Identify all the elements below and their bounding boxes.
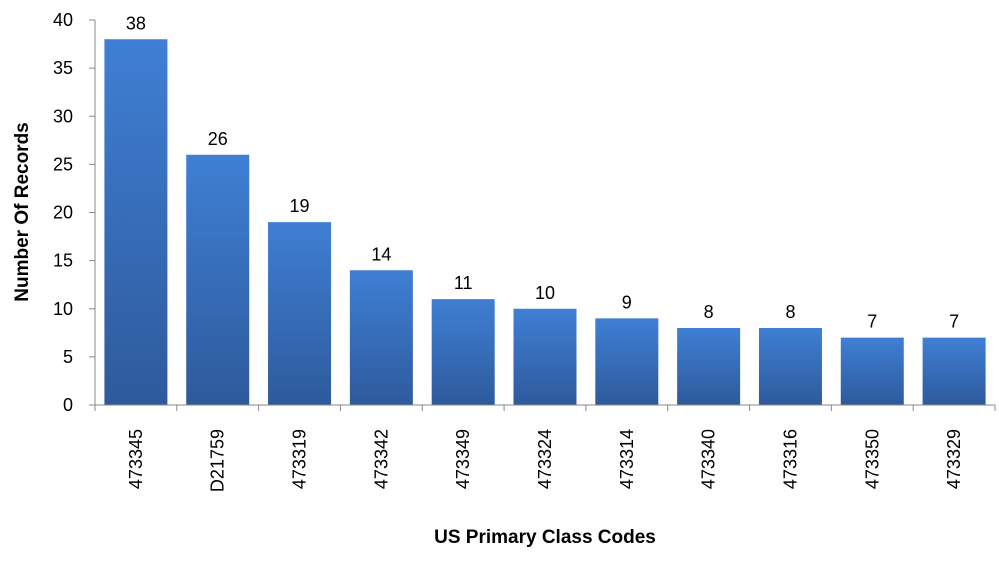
data-label: 38 [126,13,146,33]
bar [758,328,822,405]
data-label: 11 [454,273,473,293]
bar [513,308,577,405]
bars-layer: 38 26 19 14 11 10 9 8 8 7 7 [104,13,986,405]
data-label: 10 [535,283,555,303]
x-tick-label: 473319 [290,429,310,489]
x-tick-label: D21759 [208,429,228,492]
x-tick-label: 473324 [535,429,555,489]
y-tick-label: 10 [53,299,73,319]
bar [186,154,250,405]
bar [922,337,986,405]
x-tick-label: 473349 [453,429,473,489]
x-tick-label: 473329 [944,429,964,489]
y-tick-label: 30 [53,106,73,126]
y-axis: 0 5 10 15 20 25 30 35 40 [53,10,96,415]
y-tick-label: 40 [53,10,73,30]
bar [677,328,741,405]
x-tick-label: 473342 [371,429,391,489]
data-label: 26 [208,129,228,149]
bar [840,337,904,405]
x-tick-label: 473340 [699,429,719,489]
y-tick-label: 35 [53,58,73,78]
x-tick-label: 473350 [862,429,882,489]
y-tick-label: 25 [53,154,73,174]
x-tick-label: 473314 [617,429,637,489]
y-tick-label: 15 [53,251,73,271]
x-axis-title: US Primary Class Codes [434,527,656,548]
y-axis-title: Number Of Records [12,122,33,301]
y-tick-label: 5 [63,347,73,367]
data-label: 7 [949,312,959,332]
bar [595,318,659,405]
bar [268,222,332,405]
data-label: 7 [867,312,877,332]
data-label: 9 [622,292,632,312]
data-label: 14 [371,244,391,264]
x-tick-label: 473345 [126,429,146,489]
bar [104,39,168,405]
bar [431,299,495,405]
data-label: 8 [704,302,714,322]
y-tick-label: 0 [63,395,73,415]
x-axis: 473345 D21759 473319 473342 473349 473324 4733… [94,404,996,492]
data-label: 8 [785,302,795,322]
x-tick-label: 473316 [780,429,800,489]
data-label: 19 [290,196,310,216]
y-tick-label: 20 [53,203,73,223]
bar [349,270,413,405]
